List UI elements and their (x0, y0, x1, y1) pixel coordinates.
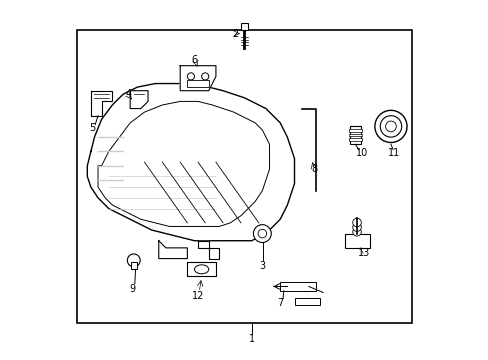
Circle shape (127, 254, 140, 267)
Polygon shape (180, 66, 216, 91)
Text: 12: 12 (191, 291, 204, 301)
Bar (131, 262, 136, 269)
Text: 6: 6 (191, 55, 197, 65)
Text: 11: 11 (387, 148, 399, 158)
Polygon shape (130, 91, 148, 109)
Ellipse shape (194, 265, 208, 274)
Bar (348, 134, 361, 136)
Circle shape (253, 225, 271, 243)
Circle shape (187, 73, 194, 80)
Text: 10: 10 (355, 148, 367, 158)
Text: 1: 1 (248, 334, 254, 344)
Circle shape (352, 218, 361, 227)
Circle shape (374, 111, 406, 143)
Text: 7: 7 (277, 298, 283, 308)
Bar (349, 126, 360, 144)
Circle shape (258, 229, 266, 238)
Circle shape (201, 73, 208, 80)
Text: 8: 8 (310, 164, 317, 174)
Bar (294, 298, 319, 305)
Circle shape (385, 121, 395, 132)
Bar (77, 30, 411, 323)
Polygon shape (87, 84, 294, 241)
Polygon shape (187, 262, 216, 276)
Text: 4: 4 (125, 89, 131, 99)
Circle shape (352, 223, 361, 231)
Text: 13: 13 (357, 248, 369, 258)
Bar (344, 234, 369, 248)
Bar (280, 282, 315, 291)
Bar (348, 129, 361, 132)
Text: 5: 5 (89, 123, 95, 133)
Text: 3: 3 (259, 261, 265, 271)
Polygon shape (159, 241, 187, 258)
Text: 2: 2 (232, 28, 238, 39)
Bar (241, 23, 247, 30)
Circle shape (352, 228, 361, 236)
Bar (187, 80, 208, 87)
Polygon shape (91, 91, 112, 116)
Polygon shape (198, 241, 219, 258)
Circle shape (380, 116, 401, 137)
Bar (348, 138, 361, 141)
Text: 9: 9 (129, 284, 135, 294)
